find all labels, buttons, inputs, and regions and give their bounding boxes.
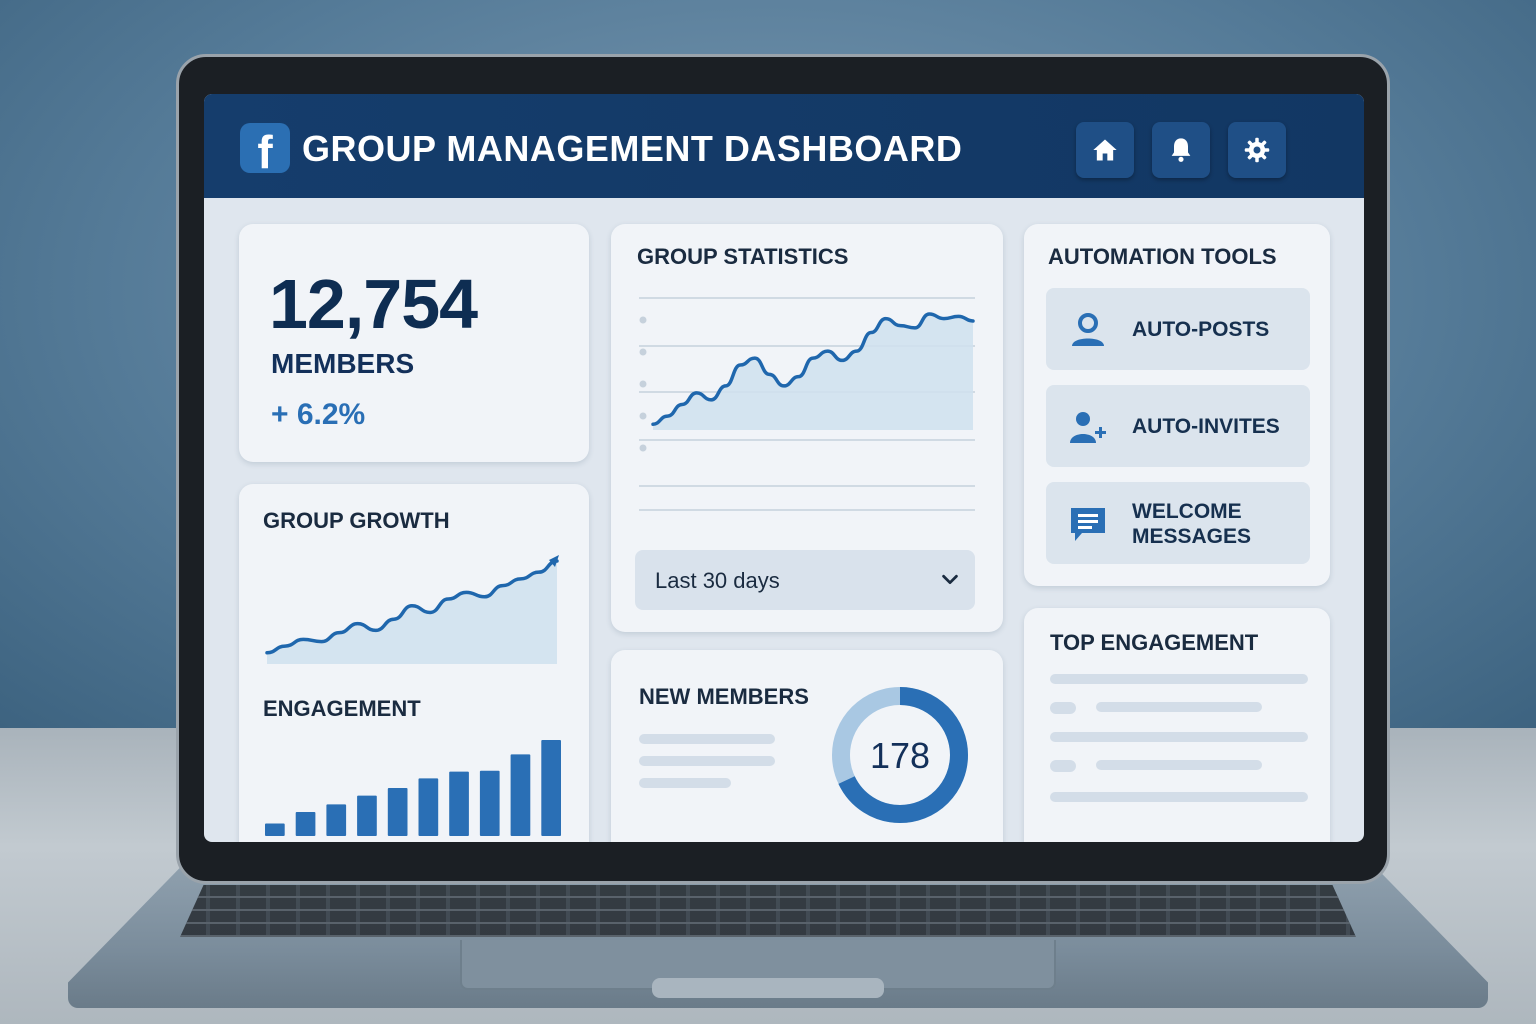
gear-icon bbox=[1244, 137, 1270, 163]
new-members-count: 178 bbox=[870, 735, 930, 776]
new-members-title: NEW MEMBERS bbox=[639, 684, 809, 709]
new-members-card: NEW MEMBERS 178 bbox=[611, 650, 1003, 842]
facebook-logo-icon: f bbox=[240, 123, 290, 178]
engagement-bar bbox=[295, 812, 316, 836]
axis-tick-dot bbox=[639, 380, 647, 388]
member-growth-percent: + 6.2% bbox=[271, 398, 366, 431]
engagement-title: ENGAGEMENT bbox=[263, 696, 421, 721]
group-statistics-area bbox=[653, 314, 973, 430]
automation-tools-card: AUTOMATION TOOLS AUTO-POSTS AUTO-INVITES bbox=[1024, 224, 1330, 586]
axis-tick-dot bbox=[639, 348, 647, 356]
keyboard-rows bbox=[180, 885, 1356, 937]
members-card: 12,754 MEMBERS + 6.2% bbox=[239, 224, 589, 462]
group-statistics-chart bbox=[639, 297, 975, 511]
top-engagement-title: TOP ENGAGEMENT bbox=[1050, 630, 1259, 655]
welcome-messages-button[interactable]: WELCOME MESSAGES bbox=[1046, 482, 1310, 564]
placeholder-line bbox=[1050, 792, 1308, 802]
automation-tools-title: AUTOMATION TOOLS bbox=[1048, 244, 1277, 269]
group-growth-chart bbox=[265, 554, 559, 664]
chevron-down-icon bbox=[942, 574, 958, 585]
page-title: GROUP MANAGEMENT DASHBOARD bbox=[302, 128, 963, 169]
welcome-messages-label: WELCOME MESSAGES bbox=[1132, 499, 1251, 549]
auto-posts-button[interactable]: AUTO-POSTS bbox=[1046, 288, 1310, 370]
engagement-bar bbox=[357, 795, 377, 836]
dashboard-screen: f GROUP MANAGEMENT DASHBOARD bbox=[204, 94, 1364, 842]
group-statistics-title: GROUP STATISTICS bbox=[637, 244, 849, 269]
engagement-bar bbox=[265, 823, 285, 836]
auto-posts-label: AUTO-POSTS bbox=[1132, 318, 1270, 341]
axis-tick-dot bbox=[639, 444, 647, 452]
engagement-bar bbox=[387, 788, 408, 836]
chat-message-icon bbox=[1071, 508, 1105, 541]
group-statistics-card: GROUP STATISTICS Last 30 days bbox=[611, 224, 1003, 632]
engagement-chart bbox=[265, 740, 561, 836]
placeholder-line bbox=[639, 756, 775, 766]
members-label: MEMBERS bbox=[271, 348, 415, 379]
notifications-button[interactable] bbox=[1152, 122, 1210, 178]
placeholder-line bbox=[1050, 732, 1308, 742]
group-growth-line bbox=[265, 559, 559, 655]
group-growth-area bbox=[267, 560, 557, 664]
placeholder-line bbox=[1096, 702, 1262, 712]
axis-tick-dot bbox=[639, 412, 647, 420]
group-growth-title: GROUP GROWTH bbox=[263, 508, 450, 533]
growth-arrow-head bbox=[549, 554, 559, 567]
placeholder-dot bbox=[1050, 702, 1076, 714]
app-header: f GROUP MANAGEMENT DASHBOARD bbox=[204, 94, 1364, 198]
placeholder-dot bbox=[1050, 760, 1076, 772]
engagement-bar bbox=[541, 740, 561, 836]
placeholder-line bbox=[1096, 760, 1262, 770]
auto-invites-label: AUTO-INVITES bbox=[1132, 415, 1280, 438]
placeholder-line bbox=[639, 778, 731, 788]
user-icon bbox=[1072, 313, 1104, 346]
engagement-bar bbox=[510, 754, 531, 836]
axis-tick-dot bbox=[639, 316, 647, 324]
home-button[interactable] bbox=[1076, 122, 1134, 178]
welcome-messages-label-line1: WELCOME bbox=[1132, 500, 1242, 523]
ring-progress bbox=[832, 687, 968, 823]
add-user-icon bbox=[1070, 412, 1106, 443]
bell-icon bbox=[1171, 138, 1191, 162]
group-statistics-line bbox=[651, 312, 975, 426]
placeholder-line bbox=[1050, 674, 1308, 684]
home-icon bbox=[1093, 139, 1117, 161]
growth-engagement-card: GROUP GROWTH ENGAGEMENT bbox=[239, 484, 589, 842]
engagement-bar bbox=[326, 804, 347, 836]
laptop-notch bbox=[652, 978, 884, 998]
engagement-bar bbox=[479, 770, 500, 836]
date-range-value: Last 30 days bbox=[655, 568, 780, 593]
engagement-bar bbox=[449, 771, 469, 836]
engagement-bar bbox=[418, 778, 439, 836]
member-count: 12,754 bbox=[269, 265, 478, 343]
placeholder-line bbox=[639, 734, 775, 744]
welcome-messages-label-line2: MESSAGES bbox=[1132, 525, 1252, 548]
auto-invites-button[interactable]: AUTO-INVITES bbox=[1046, 385, 1310, 467]
date-range-select[interactable]: Last 30 days bbox=[635, 550, 975, 610]
settings-button[interactable] bbox=[1228, 122, 1286, 178]
new-members-ring-chart: 178 bbox=[832, 687, 968, 823]
top-engagement-card: TOP ENGAGEMENT bbox=[1024, 608, 1330, 842]
